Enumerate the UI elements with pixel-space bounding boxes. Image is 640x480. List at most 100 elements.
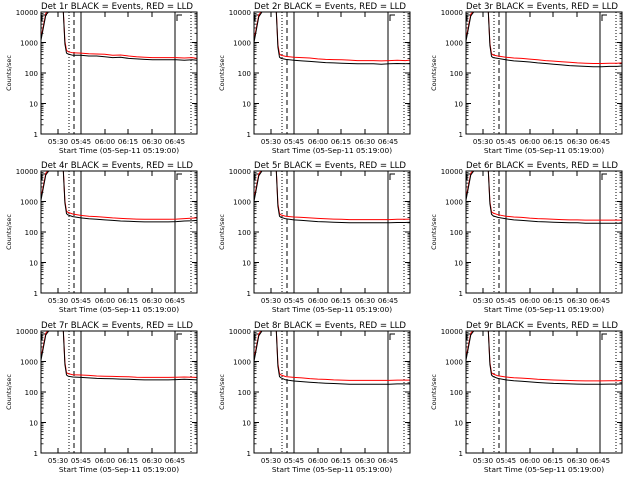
y-tick-label: 10000 (229, 9, 251, 17)
x-tick-label: 06:15 (543, 457, 563, 465)
x-tick-label: 06:30 (142, 297, 162, 305)
y-tick-label: 1 (34, 131, 38, 139)
corner-bracket-right (389, 173, 395, 180)
x-tick-label: 06:45 (590, 297, 610, 305)
y-tick-label: 10 (29, 101, 38, 109)
events-series-line (41, 171, 197, 223)
plot-frame (465, 170, 623, 294)
panel-title: Det 3r BLACK = Events, RED = LLD (466, 2, 618, 12)
x-tick-label: 05:30 (261, 138, 281, 146)
plot-frame (253, 170, 411, 294)
x-tick-label: 06:45 (165, 457, 185, 465)
detector-panel-2: Det 2r BLACK = Events, RED = LLD Counts/s… (218, 2, 411, 155)
x-tick-label: 06:45 (590, 138, 610, 146)
panel-title: Det 9r BLACK = Events, RED = LLD (466, 321, 618, 331)
plot-frame (465, 330, 623, 454)
events-series-line (41, 12, 197, 61)
corner-bracket-right (601, 14, 607, 21)
y-axis-label: Counts/sec (218, 214, 226, 250)
y-tick-label: 100 (450, 70, 463, 78)
plot-frame (253, 11, 411, 135)
y-tick-label: 10 (454, 420, 463, 428)
y-tick-label: 100 (238, 229, 251, 237)
y-tick-label: 10000 (441, 328, 463, 336)
x-tick-label: 06:30 (567, 457, 587, 465)
events-series-line (466, 171, 622, 224)
x-tick-label: 06:15 (331, 138, 351, 146)
y-tick-label: 10 (242, 420, 251, 428)
y-tick-label: 1000 (233, 40, 251, 48)
x-tick-label: 05:45 (71, 457, 91, 465)
plot-frame (40, 11, 198, 135)
y-tick-label: 1 (247, 131, 251, 139)
y-tick-label: 100 (238, 389, 251, 397)
x-tick-label: 06:45 (378, 457, 398, 465)
y-tick-label: 10000 (441, 168, 463, 176)
x-tick-label: 05:45 (284, 457, 304, 465)
events-series-line (41, 331, 197, 381)
y-axis-label: Counts/sec (430, 214, 438, 250)
y-tick-label: 10 (242, 101, 251, 109)
x-tick-label: 06:30 (567, 138, 587, 146)
y-tick-label: 1000 (445, 40, 463, 48)
y-tick-label: 10000 (229, 328, 251, 336)
corner-bracket-right (601, 173, 607, 180)
y-tick-label: 1 (247, 450, 251, 458)
x-tick-label: 06:45 (378, 138, 398, 146)
y-axis-label: Counts/sec (218, 55, 226, 91)
x-axis-label: Start Time (05-Sep-11 05:19:00) (59, 465, 179, 474)
x-tick-label: 05:30 (48, 138, 68, 146)
y-axis-label: Counts/sec (430, 55, 438, 91)
x-tick-label: 05:45 (284, 138, 304, 146)
y-tick-label: 10 (29, 260, 38, 268)
plot-frame (40, 330, 198, 454)
events-series-line (466, 12, 622, 68)
y-tick-label: 10000 (441, 9, 463, 17)
y-axis-label: Counts/sec (430, 374, 438, 410)
lld-series-line (466, 331, 622, 382)
y-tick-label: 1000 (233, 359, 251, 367)
x-tick-label: 06:15 (331, 457, 351, 465)
events-series-line (254, 12, 410, 65)
panel-title: Det 8r BLACK = Events, RED = LLD (254, 321, 406, 331)
x-tick-label: 06:15 (543, 297, 563, 305)
panel-title: Det 1r BLACK = Events, RED = LLD (41, 2, 193, 12)
lld-series-line (254, 12, 410, 62)
x-tick-label: 05:30 (473, 297, 493, 305)
x-tick-label: 06:30 (142, 138, 162, 146)
x-tick-label: 06:00 (95, 138, 115, 146)
panel-title: Det 4r BLACK = Events, RED = LLD (41, 161, 193, 171)
y-tick-label: 10 (454, 260, 463, 268)
x-tick-label: 06:45 (590, 457, 610, 465)
y-tick-label: 1000 (233, 199, 251, 207)
x-tick-label: 06:00 (308, 138, 328, 146)
y-tick-label: 10 (454, 101, 463, 109)
x-tick-label: 06:30 (355, 297, 375, 305)
y-tick-label: 1 (34, 450, 38, 458)
y-tick-label: 10000 (16, 168, 38, 176)
y-tick-label: 1 (34, 290, 38, 298)
detector-panel-9: Det 9r BLACK = Events, RED = LLD Counts/s… (430, 321, 623, 474)
x-tick-label: 06:30 (355, 138, 375, 146)
x-tick-label: 05:45 (284, 297, 304, 305)
x-tick-label: 06:15 (118, 138, 138, 146)
y-tick-label: 100 (25, 389, 38, 397)
x-axis-label: Start Time (05-Sep-11 05:19:00) (59, 305, 179, 314)
events-series-line (254, 171, 410, 224)
detector-panel-3: Det 3r BLACK = Events, RED = LLD Counts/s… (430, 2, 623, 155)
lld-series-line (466, 12, 622, 64)
x-tick-label: 06:15 (118, 457, 138, 465)
x-tick-label: 05:45 (496, 457, 516, 465)
corner-bracket-right (389, 14, 395, 21)
x-tick-label: 06:00 (520, 138, 540, 146)
y-tick-label: 1 (459, 290, 463, 298)
y-tick-label: 1000 (20, 199, 38, 207)
x-tick-label: 06:15 (118, 297, 138, 305)
x-tick-label: 05:30 (261, 457, 281, 465)
plot-frame (253, 330, 411, 454)
x-tick-label: 05:30 (473, 138, 493, 146)
x-tick-label: 06:30 (142, 457, 162, 465)
x-axis-label: Start Time (05-Sep-11 05:19:00) (484, 146, 604, 155)
x-tick-label: 06:00 (520, 297, 540, 305)
